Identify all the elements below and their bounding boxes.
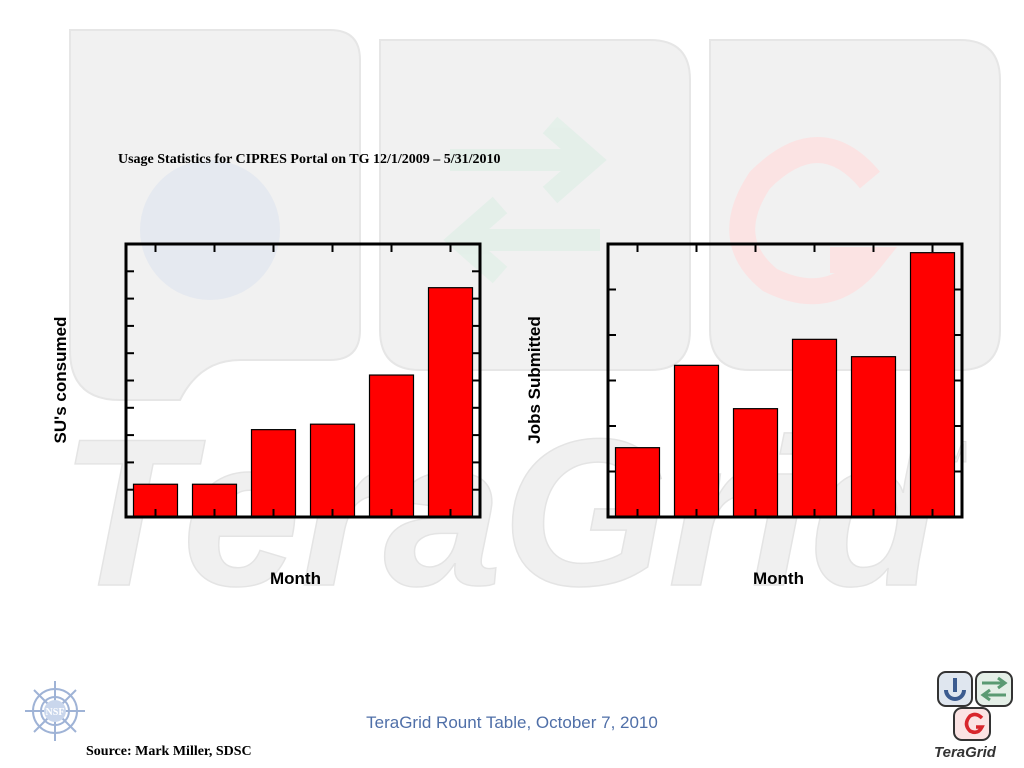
nsf-logo-text: NSF (46, 707, 65, 718)
teragrid-logo-text: TeraGrid (934, 744, 996, 761)
chart1-bar-4 (309, 423, 356, 518)
chart2-bar-6 (909, 252, 956, 518)
chart2-frame (606, 242, 964, 519)
watermark-arrow-right-icon (450, 116, 607, 204)
teragrid-logo (937, 671, 1013, 741)
chart1-xlabel: Month (270, 569, 321, 588)
chart1-ylabel: SU's consumed (51, 316, 70, 444)
nsf-logo: NSF (25, 681, 85, 741)
slide-title: Usage Statistics for CIPRES Portal on TG… (118, 152, 501, 167)
chart2-bar-1 (614, 447, 661, 518)
watermark-g-icon (729, 137, 898, 305)
chart1-bar-5 (368, 374, 415, 518)
chart1-bar-6 (427, 287, 474, 518)
footer-text: TeraGrid Rount Table, October 7, 2010 (366, 713, 658, 732)
chart2-bar-5 (850, 356, 897, 518)
logo-disk-icon (944, 678, 966, 701)
watermark-arrow-left-icon (443, 196, 600, 284)
watermark-disk-icon (140, 160, 280, 300)
chart2-ylabel: Jobs Submitted (525, 316, 544, 444)
chart2-bar-4 (791, 338, 838, 518)
logo-tile-red (953, 707, 991, 741)
logo-arrows-icon (980, 676, 1008, 702)
chart2-bar-3 (732, 408, 779, 518)
chart2-bar-2 (673, 364, 720, 518)
source-text: Source: Mark Miller, SDSC (86, 744, 252, 759)
chart1-bar-3 (250, 429, 297, 518)
logo-g-icon (964, 712, 985, 735)
logo-tile-green (975, 671, 1013, 707)
chart2-xlabel: Month (753, 569, 804, 588)
